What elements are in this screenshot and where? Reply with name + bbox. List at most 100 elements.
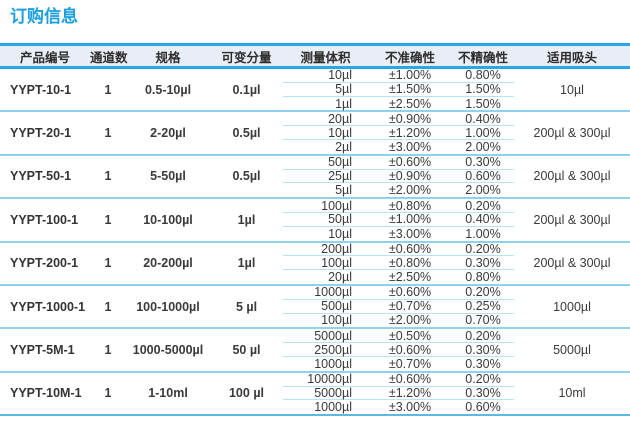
applicable-tip-cell: 5000µl bbox=[553, 343, 591, 358]
product-code-cell: YYPT-10M-1 bbox=[10, 386, 82, 401]
column-header-inaccuracy: 不准确性 bbox=[384, 50, 435, 65]
spec-range-cell: 1-10ml bbox=[148, 386, 188, 401]
spec-range-cell: 2-20µl bbox=[150, 126, 186, 141]
product-group-row: YYPT-20-1 1 2-20µl 0.5µl 20µl ±0.90% 0.4… bbox=[0, 110, 630, 154]
imprecision-cell: 0.30% bbox=[465, 356, 501, 371]
test-volume-cell: 10µl bbox=[283, 68, 368, 83]
applicable-tip-cell: 1000µl bbox=[553, 299, 591, 314]
imprecision-cell: 1.00% bbox=[452, 126, 514, 140]
increment-cell: 1µl bbox=[237, 212, 256, 227]
inaccuracy-cell: ±3.00% bbox=[388, 226, 432, 241]
product-code-cell: YYPT-1000-1 bbox=[10, 299, 86, 314]
column-header-increment: 可变分量 bbox=[221, 50, 272, 65]
applicable-tip-cell: 200µl & 300µl bbox=[533, 126, 611, 141]
product-group-row: YYPT-50-1 1 5-50µl 0.5µl 50µl ±0.60% 0.3… bbox=[0, 153, 630, 198]
product-code-cell: YYPT-5M-1 bbox=[10, 343, 75, 358]
imprecision-cell: 2.00% bbox=[465, 139, 501, 154]
channels-cell: 1 bbox=[104, 299, 112, 314]
test-volume-cell: 5000µl bbox=[283, 386, 368, 401]
imprecision-cell: 0.30% bbox=[452, 155, 514, 170]
inaccuracy-cell: ±0.70% bbox=[388, 356, 432, 371]
product-group-row: YYPT-1000-1 1 100-1000µl 5 µl 1000µl ±0.… bbox=[0, 283, 630, 328]
inaccuracy-cell: ±1.00% bbox=[368, 68, 452, 83]
product-group-row: YYPT-200-1 1 20-200µl 1µl 200µl ±0.60% 0… bbox=[0, 240, 630, 285]
imprecision-cell: 1.50% bbox=[452, 82, 514, 97]
test-volume-cell: 20µl bbox=[328, 270, 352, 285]
imprecision-cell: 0.60% bbox=[465, 400, 501, 415]
product-group-row: YYPT-10-1 1 0.5-10µl 0.1µl 10µl ±1.00% 0… bbox=[0, 68, 630, 111]
test-volume-cell: 5000µl bbox=[283, 329, 368, 344]
test-volume-cell: 5µl bbox=[283, 82, 368, 97]
inaccuracy-cell: ±2.00% bbox=[388, 313, 432, 328]
column-header-test-volume: 测量体积 bbox=[300, 50, 351, 65]
test-volume-cell: 1000µl bbox=[314, 356, 352, 371]
inaccuracy-cell: ±0.60% bbox=[368, 343, 452, 357]
inaccuracy-cell: ±1.20% bbox=[368, 126, 452, 140]
spec-range-cell: 0.5-10µl bbox=[144, 82, 192, 97]
imprecision-cell: 1.00% bbox=[465, 226, 501, 241]
test-volume-cell: 2µl bbox=[335, 139, 352, 154]
test-volume-cell: 25µl bbox=[283, 169, 368, 184]
imprecision-cell: 0.20% bbox=[452, 329, 514, 344]
imprecision-cell: 0.30% bbox=[452, 386, 514, 401]
column-header-applicable-tip: 适用吸头 bbox=[546, 50, 597, 65]
channels-cell: 1 bbox=[104, 169, 112, 184]
inaccuracy-cell: ±0.60% bbox=[368, 372, 452, 387]
table-header-row: 产品编号 通道数 规格 可变分量 测量体积 不准确性 不精确性 适用吸头 bbox=[0, 43, 630, 69]
product-code-cell: YYPT-10-1 bbox=[10, 82, 72, 97]
inaccuracy-cell: ±3.00% bbox=[388, 139, 432, 154]
imprecision-cell: 0.80% bbox=[452, 68, 514, 83]
inaccuracy-cell: ±1.00% bbox=[368, 212, 452, 227]
test-volume-cell: 1000µl bbox=[314, 400, 352, 415]
inaccuracy-cell: ±1.20% bbox=[368, 386, 452, 401]
column-header-channels: 通道数 bbox=[90, 50, 128, 65]
spec-range-cell: 100-1000µl bbox=[136, 299, 200, 314]
imprecision-cell: 0.20% bbox=[452, 372, 514, 387]
product-group-row: YYPT-5M-1 1 1000-5000µl 50 µl 5000µl ±0.… bbox=[0, 327, 630, 371]
product-code-cell: YYPT-100-1 bbox=[10, 212, 79, 227]
column-header-spec-range: 规格 bbox=[155, 50, 181, 65]
imprecision-cell: 0.30% bbox=[452, 343, 514, 357]
channels-cell: 1 bbox=[104, 256, 112, 271]
test-volume-cell: 10µl bbox=[283, 126, 368, 140]
applicable-tip-cell: 10µl bbox=[560, 82, 584, 97]
column-header-product-code: 产品编号 bbox=[19, 50, 70, 65]
test-volume-cell: 50µl bbox=[283, 212, 368, 227]
test-volume-cell: 1µl bbox=[335, 96, 352, 111]
inaccuracy-cell: ±0.80% bbox=[368, 256, 452, 271]
inaccuracy-cell: ±2.00% bbox=[388, 183, 432, 198]
product-group-row: YYPT-10M-1 1 1-10ml 100 µl 10000µl ±0.60… bbox=[0, 370, 630, 415]
column-header-imprecision: 不精确性 bbox=[457, 50, 508, 65]
channels-cell: 1 bbox=[104, 386, 112, 401]
test-volume-cell: 100µl bbox=[321, 313, 352, 328]
channels-cell: 1 bbox=[104, 212, 112, 227]
applicable-tip-cell: 200µl & 300µl bbox=[533, 169, 611, 184]
imprecision-cell: 1.50% bbox=[465, 96, 501, 111]
test-volume-cell: 5µl bbox=[335, 183, 352, 198]
applicable-tip-cell: 200µl & 300µl bbox=[533, 256, 611, 271]
spec-range-cell: 5-50µl bbox=[150, 169, 186, 184]
inaccuracy-cell: ±1.50% bbox=[368, 82, 452, 97]
test-volume-cell: 100µl bbox=[283, 256, 368, 271]
test-volume-cell: 2500µl bbox=[283, 343, 368, 357]
increment-cell: 0.5µl bbox=[232, 126, 261, 141]
channels-cell: 1 bbox=[104, 343, 112, 358]
inaccuracy-cell: ±0.90% bbox=[368, 169, 452, 184]
product-group-row: YYPT-100-1 1 10-100µl 1µl 100µl ±0.80% 0… bbox=[0, 197, 630, 241]
inaccuracy-cell: ±0.90% bbox=[368, 112, 452, 127]
test-volume-cell: 1000µl bbox=[283, 285, 368, 300]
spec-range-cell: 10-100µl bbox=[143, 212, 193, 227]
test-volume-cell: 500µl bbox=[283, 299, 368, 314]
applicable-tip-cell: 10ml bbox=[558, 386, 586, 401]
inaccuracy-cell: ±0.70% bbox=[368, 299, 452, 314]
page-title: 订购信息 bbox=[10, 7, 78, 26]
imprecision-cell: 0.20% bbox=[452, 199, 514, 213]
imprecision-cell: 0.80% bbox=[465, 270, 501, 285]
inaccuracy-cell: ±0.60% bbox=[368, 155, 452, 170]
test-volume-cell: 10000µl bbox=[283, 372, 368, 387]
increment-cell: 1µl bbox=[237, 256, 256, 271]
test-volume-cell: 200µl bbox=[283, 242, 368, 257]
imprecision-cell: 0.25% bbox=[452, 299, 514, 314]
inaccuracy-cell: ±0.80% bbox=[368, 199, 452, 213]
channels-cell: 1 bbox=[104, 126, 112, 141]
